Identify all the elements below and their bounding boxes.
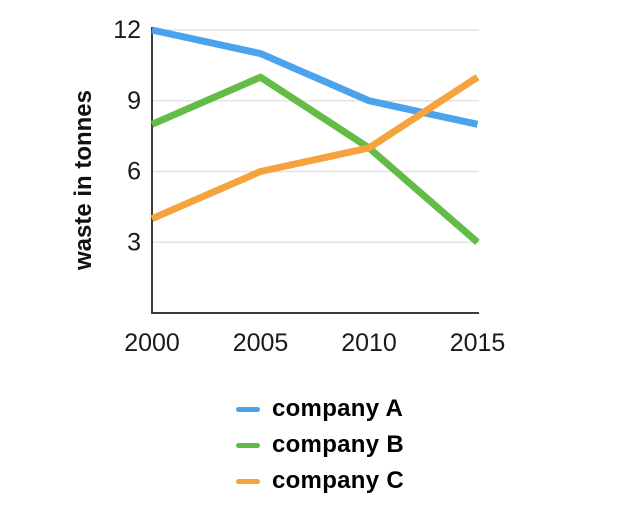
y-tick-label-12: 12 [113, 16, 141, 44]
legend-item-company-b: company B [235, 431, 405, 458]
gridlines [152, 29, 479, 243]
y-tick-label-9: 9 [127, 87, 141, 115]
legend-marker-company-b-icon [235, 442, 260, 448]
legend-label-company-a: company A [271, 395, 404, 422]
x-tick-label-2015: 2015 [450, 329, 506, 357]
y-tick-label-3: 3 [127, 228, 141, 256]
legend-marker-company-a-icon [235, 406, 260, 412]
legend-item-company-c: company C [235, 467, 405, 494]
line-chart: 3 6 9 12 2000 2005 2010 2015 waste in tonnes [70, 16, 505, 357]
legend-item-company-a: company A [235, 395, 404, 422]
x-tick-label-2005: 2005 [233, 329, 289, 357]
legend-label-company-c: company C [271, 467, 405, 494]
y-axis-title: waste in tonnes [70, 90, 97, 271]
y-axis-tick-labels: 3 6 9 12 [113, 16, 141, 256]
x-tick-label-2000: 2000 [124, 329, 180, 357]
legend-marker-company-c-icon [235, 478, 260, 484]
series-lines [150, 26, 480, 245]
x-axis-tick-labels: 2000 2005 2010 2015 [124, 329, 505, 357]
legend-items: company A company B company C [235, 395, 405, 505]
series-line-company-c [150, 74, 480, 222]
legend: company A company B company C [0, 397, 640, 505]
series-line-company-b [150, 73, 480, 245]
legend-label-company-b: company B [271, 431, 405, 458]
y-tick-label-6: 6 [127, 158, 141, 186]
x-tick-label-2010: 2010 [341, 329, 397, 357]
